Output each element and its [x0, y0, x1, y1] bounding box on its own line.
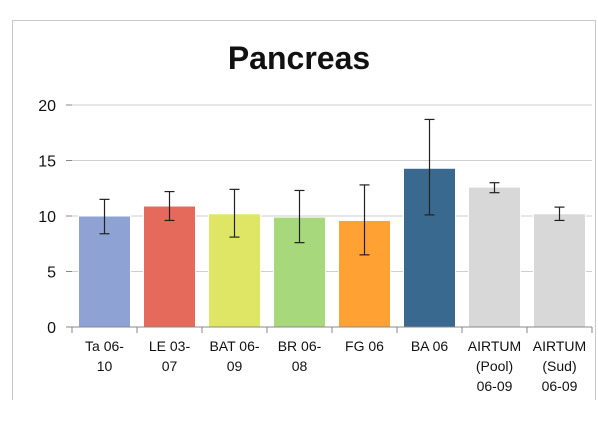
bar — [468, 186, 521, 328]
y-tick-label: 10 — [38, 209, 56, 226]
chart-title: Pancreas — [227, 40, 371, 76]
x-tick-label: BA 06 — [411, 338, 449, 354]
y-tick-label: 20 — [38, 98, 56, 115]
y-tick-label: 0 — [47, 320, 56, 337]
x-tick-label: BAT 06-09 — [209, 338, 259, 374]
bar — [533, 213, 586, 328]
x-tick-label: LE 03-07 — [149, 338, 191, 374]
x-tick-label: FG 06 — [345, 338, 384, 354]
bar — [143, 205, 196, 328]
x-tick-label: BR 06-08 — [278, 338, 322, 374]
x-tick-label: Ta 06-10 — [85, 338, 124, 374]
x-tick-label: AIRTUM (Sud) 06-09 — [533, 338, 586, 394]
y-tick-label: 5 — [47, 265, 56, 282]
y-tick-label: 15 — [38, 154, 56, 171]
x-tick-label: AIRTUM (Pool) 06-09 — [468, 338, 521, 394]
